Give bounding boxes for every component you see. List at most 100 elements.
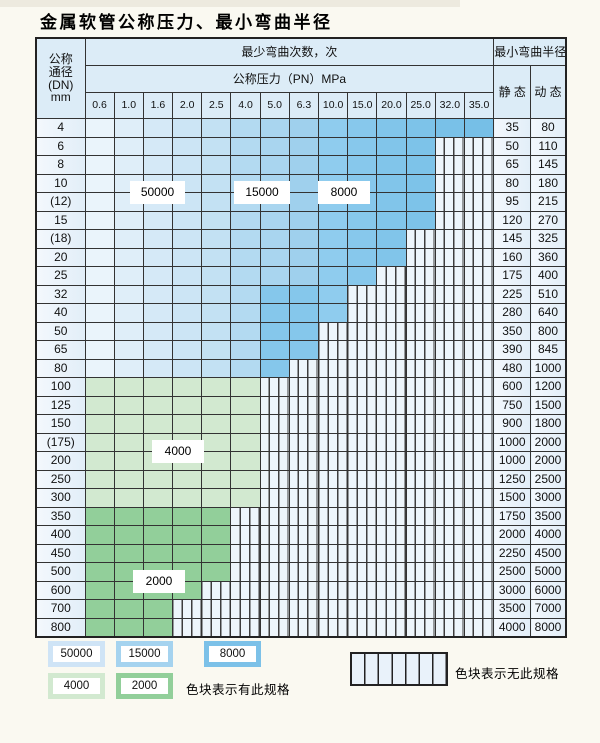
- no-spec-cell: [259, 525, 290, 545]
- dynamic-radius-cell: 510: [530, 284, 567, 304]
- spec-cell: [201, 377, 232, 397]
- no-spec-cell: [317, 395, 349, 415]
- spec-cell: [142, 377, 174, 397]
- no-spec-cell: [347, 414, 378, 434]
- spec-cell: [317, 229, 349, 249]
- no-spec-cell: [434, 284, 465, 304]
- spec-cell: [84, 173, 115, 193]
- no-spec-cell: [230, 617, 261, 637]
- spec-cell: [201, 358, 232, 378]
- spec-cell: [142, 284, 174, 304]
- no-spec-cell: [259, 395, 290, 415]
- spec-cell: [142, 599, 174, 619]
- spec-cell: [113, 303, 144, 323]
- table-row: 500 2500 5000: [35, 562, 567, 582]
- pressure-header-cell: 0.6: [84, 92, 115, 119]
- no-spec-cell: [463, 580, 495, 600]
- spec-cell: [201, 488, 232, 508]
- spec-cell: [113, 414, 144, 434]
- spec-cell: [201, 155, 232, 175]
- no-spec-cell: [405, 395, 436, 415]
- spec-cell: [405, 173, 436, 193]
- spec-cell: [84, 599, 115, 619]
- no-spec-cell: [317, 543, 349, 563]
- dn-cell: 40: [35, 303, 86, 323]
- no-spec-cell: [463, 173, 495, 193]
- no-spec-cell: [347, 395, 378, 415]
- no-spec-cell: [230, 543, 261, 563]
- spec-cell: [172, 377, 203, 397]
- no-spec-cell: [434, 395, 465, 415]
- spec-cell: [376, 136, 407, 156]
- spec-cell: [201, 395, 232, 415]
- spec-cell: [259, 321, 290, 341]
- no-spec-cell: [405, 617, 436, 637]
- spec-cell: [84, 321, 115, 341]
- legend-no-spec-text: 色块表示无此规格: [455, 667, 560, 681]
- pressure-header-cell: 1.6: [142, 92, 174, 119]
- table-row: 300 1500 3000: [35, 488, 567, 508]
- spec-cell: [113, 599, 144, 619]
- spec-cell: [84, 525, 115, 545]
- legend-chip-label: 50000: [53, 646, 100, 662]
- dynamic-radius-cell: 6000: [530, 580, 567, 600]
- dn-cell: 400: [35, 525, 86, 545]
- static-radius-cell: 1000: [493, 451, 532, 471]
- no-spec-cell: [172, 617, 203, 637]
- spec-cell: [84, 562, 115, 582]
- spec-cell: [172, 488, 203, 508]
- no-spec-cell: [376, 451, 407, 471]
- no-spec-cell: [434, 229, 465, 249]
- no-spec-cell: [259, 580, 290, 600]
- cycles-label-2000: 2000: [133, 570, 185, 593]
- no-spec-cell: [376, 580, 407, 600]
- spec-cell: [113, 506, 144, 526]
- no-spec-cell: [463, 377, 495, 397]
- dynamic-radius-cell: 8000: [530, 617, 567, 637]
- dn-line-3: (DN): [48, 77, 74, 92]
- no-spec-cell: [376, 321, 407, 341]
- dynamic-radius-cell: 360: [530, 247, 567, 267]
- dynamic-radius-cell: 3500: [530, 506, 567, 526]
- table-header: 公称 通径 (DN) mm 最少弯曲次数，次 最小弯曲半径 公称压力（PN）MP…: [35, 37, 567, 119]
- table-row: (175) 1000 2000: [35, 432, 567, 452]
- pressure-header-cell: 2.0: [172, 92, 203, 119]
- no-spec-cell: [434, 136, 465, 156]
- spec-cell: [142, 488, 174, 508]
- spec-cell: [259, 155, 290, 175]
- no-spec-cell: [434, 580, 465, 600]
- no-spec-cell: [405, 266, 436, 286]
- no-spec-cell: [405, 414, 436, 434]
- spec-cell: [84, 451, 115, 471]
- spec-cell: [347, 247, 378, 267]
- spec-cell: [113, 469, 144, 489]
- spec-cell: [259, 229, 290, 249]
- spec-cell: [230, 155, 261, 175]
- no-spec-cell: [259, 562, 290, 582]
- no-spec-cell: [317, 599, 349, 619]
- dynamic-radius-cell: 215: [530, 192, 567, 212]
- pressure-header-cell: 20.0: [376, 92, 407, 119]
- no-spec-cell: [317, 414, 349, 434]
- dn-cell: 600: [35, 580, 86, 600]
- spec-cell: [172, 266, 203, 286]
- no-spec-cell: [463, 247, 495, 267]
- no-spec-cell: [230, 580, 261, 600]
- no-spec-cell: [317, 340, 349, 360]
- legend-chip-8000: 8000: [204, 641, 261, 667]
- spec-cell: [230, 210, 261, 230]
- cycles-label-50000: 50000: [130, 181, 185, 204]
- spec-table-wrap: 公称 通径 (DN) mm 最少弯曲次数，次 最小弯曲半径 公称压力（PN）MP…: [35, 37, 567, 638]
- no-spec-cell: [347, 284, 378, 304]
- spec-cell: [259, 136, 290, 156]
- spec-cell: [142, 395, 174, 415]
- spec-cell: [142, 543, 174, 563]
- spec-cell: [84, 118, 115, 138]
- spec-cell: [113, 525, 144, 545]
- no-spec-cell: [405, 247, 436, 267]
- static-radius-cell: 35: [493, 118, 532, 138]
- no-spec-cell: [405, 432, 436, 452]
- dn-cell: 300: [35, 488, 86, 508]
- dynamic-radius-cell: 3000: [530, 488, 567, 508]
- static-radius-cell: 65: [493, 155, 532, 175]
